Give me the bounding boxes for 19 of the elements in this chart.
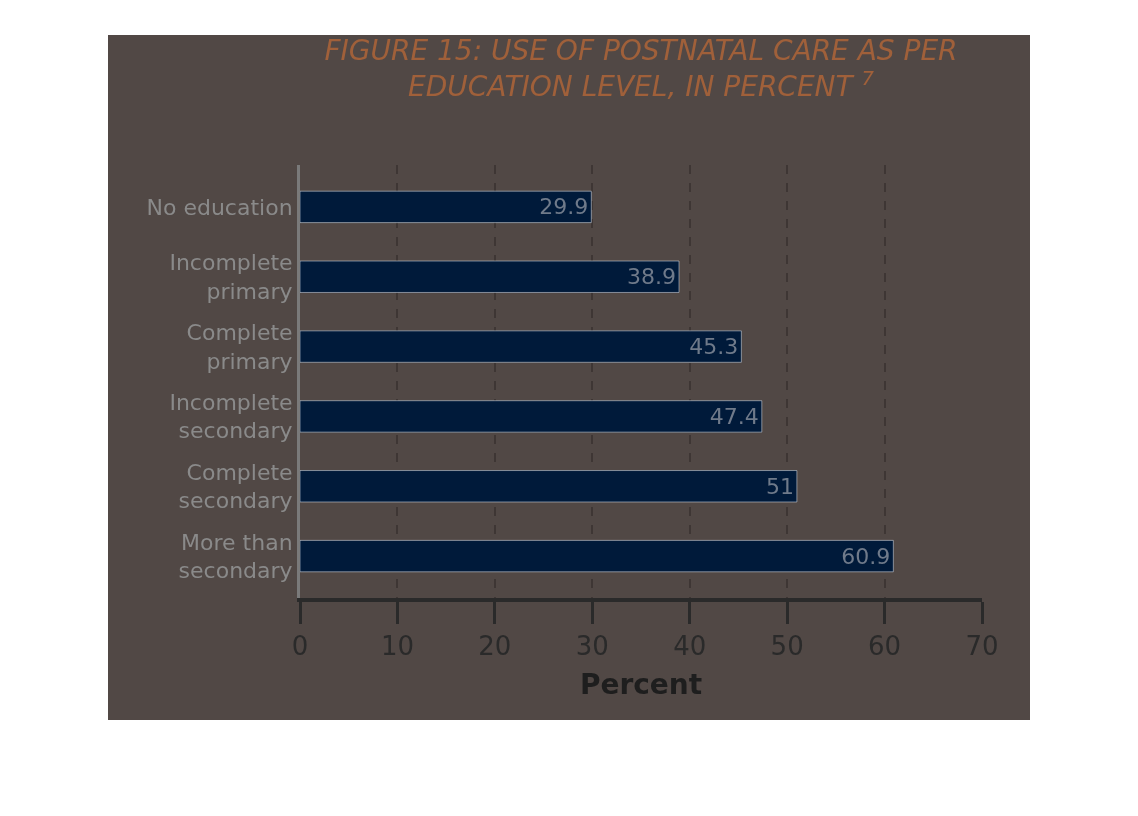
bar [300, 400, 763, 433]
bar [300, 190, 592, 223]
y-tick-label: More than secondary [178, 529, 293, 584]
data-label: 60.9 [841, 543, 891, 569]
y-tick-label: Incomplete primary [169, 250, 293, 304]
y-tick-label: No education [146, 194, 293, 220]
bar [300, 260, 680, 293]
data-label: 45.3 [689, 334, 739, 360]
chart-title: FIGURE 15: USE OF POSTNATAL CARE AS PER EDUCATION LEVEL, IN PERCENT $^{7}$ [324, 34, 958, 104]
bar [300, 330, 742, 363]
y-tick-label: Incomplete secondary [169, 389, 293, 444]
data-label: 51 [765, 473, 794, 499]
data-label: 47.4 [709, 403, 759, 429]
bar [300, 540, 894, 573]
data-label: 29.9 [539, 194, 589, 220]
bar [300, 470, 798, 503]
y-tick-label: Complete primary [186, 319, 293, 374]
data-label: 38.9 [627, 264, 676, 290]
y-tick-label: Complete secondary [178, 459, 293, 514]
